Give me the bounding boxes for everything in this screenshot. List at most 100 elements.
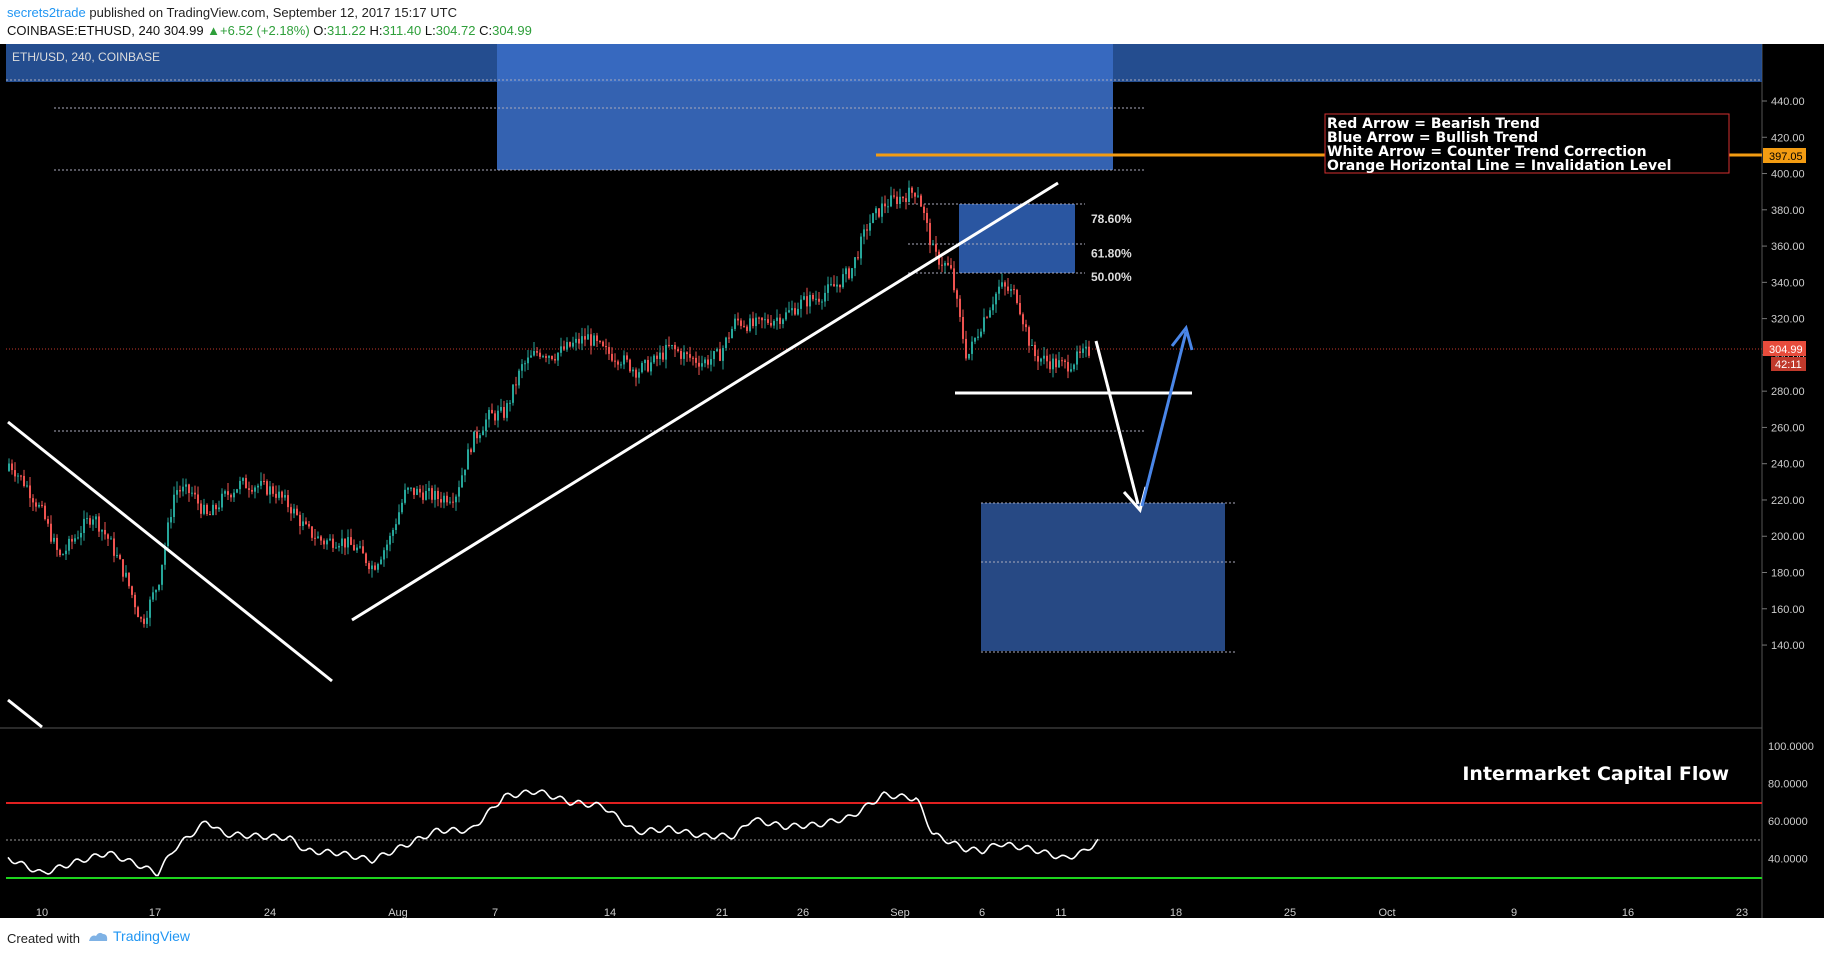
pane-symbol-label: ETH/USD, 240, COINBASE xyxy=(12,50,160,64)
candle-body xyxy=(728,337,730,339)
candle-body xyxy=(407,487,409,490)
countdown-badge-text: 42:11 xyxy=(1775,359,1802,371)
candle-body xyxy=(254,487,256,492)
candle-body xyxy=(1073,364,1075,370)
candle-body xyxy=(1019,303,1021,315)
candle-body xyxy=(650,362,652,372)
candle-body xyxy=(959,298,961,318)
candle-body xyxy=(1004,282,1006,287)
candle-body xyxy=(836,284,838,287)
candle-body xyxy=(80,532,82,538)
candle-body xyxy=(137,607,139,618)
candle-body xyxy=(971,341,973,354)
indicator-tick-label: 40.0000 xyxy=(1768,854,1808,866)
candle-body xyxy=(887,206,889,208)
candle-body xyxy=(218,507,220,510)
candle-body xyxy=(857,257,859,259)
candle-body xyxy=(590,334,592,346)
time-tick-label: 10 xyxy=(36,907,48,918)
candle-body xyxy=(737,318,739,321)
author-link[interactable]: secrets2trade xyxy=(7,5,86,20)
candle-body xyxy=(20,475,22,477)
candle-body xyxy=(977,336,979,338)
time-tick-label: 26 xyxy=(797,907,809,918)
candle-body xyxy=(1022,314,1024,325)
candle-body xyxy=(125,572,127,577)
price-tick-label: 440.00 xyxy=(1771,96,1805,108)
candle-body xyxy=(248,488,250,490)
candle-body xyxy=(854,257,856,269)
candle-body xyxy=(785,312,787,320)
upper-supply-zone xyxy=(497,44,1113,170)
fib-label: 61.80% xyxy=(1091,246,1132,260)
candle-body xyxy=(473,431,475,453)
candle-body xyxy=(503,407,505,418)
candle-body xyxy=(467,449,469,470)
fib-label: 78.60% xyxy=(1091,212,1132,226)
tradingview-link[interactable]: TradingView xyxy=(113,928,191,944)
demand-zone xyxy=(981,503,1225,651)
candle-body xyxy=(908,187,910,203)
candle-body xyxy=(638,372,640,378)
price-tick-label: 260.00 xyxy=(1771,422,1805,434)
candle-body xyxy=(89,518,91,525)
candle-body xyxy=(1043,355,1045,359)
candle-body xyxy=(992,304,994,311)
candle-body xyxy=(935,244,937,252)
candle-body xyxy=(1049,361,1051,370)
candle-body xyxy=(53,537,55,542)
symbol-label: COINBASE:ETHUSD, 240 xyxy=(7,23,161,38)
uptrend-line xyxy=(351,181,1059,622)
candle-body xyxy=(398,512,400,525)
candle-body xyxy=(314,537,316,539)
candlestick-series xyxy=(8,180,1090,628)
candle-body xyxy=(821,301,823,303)
candle-body xyxy=(629,359,631,372)
candle-body xyxy=(269,486,271,495)
candle-body xyxy=(743,325,745,327)
candle-body xyxy=(155,589,157,593)
candle-body xyxy=(266,481,268,495)
candle-body xyxy=(446,495,448,503)
chart-canvas[interactable]: 78.60% 61.80% 50.00% Red Arrow = Bearish T… xyxy=(0,44,1824,918)
candle-body xyxy=(593,335,595,346)
candle-body xyxy=(233,492,235,498)
candle-body xyxy=(560,346,562,353)
candle-body xyxy=(536,351,538,353)
candle-body xyxy=(617,361,619,365)
candle-body xyxy=(920,195,922,207)
candle-body xyxy=(410,487,412,489)
candle-body xyxy=(482,430,484,436)
time-tick-label: 24 xyxy=(264,907,276,918)
candle-body xyxy=(506,403,508,418)
candle-body xyxy=(320,536,322,541)
candle-body xyxy=(1013,289,1015,291)
candle-body xyxy=(677,349,679,352)
candle-body xyxy=(101,529,103,532)
time-tick-label: 25 xyxy=(1284,907,1296,918)
candle-body xyxy=(863,229,865,237)
candle-body xyxy=(488,409,490,420)
candle-body xyxy=(773,320,775,326)
candle-body xyxy=(386,544,388,551)
candle-body xyxy=(62,554,64,556)
candle-body xyxy=(1028,327,1030,346)
candle-body xyxy=(1046,355,1048,362)
invalidation-badge-text: 397.05 xyxy=(1769,151,1803,163)
candle-body xyxy=(275,493,277,498)
candle-body xyxy=(968,353,970,359)
candle-body xyxy=(881,203,883,217)
candle-body xyxy=(584,336,586,340)
price-tick-label: 140.00 xyxy=(1771,640,1805,652)
candle-body xyxy=(962,317,964,339)
candle-body xyxy=(644,359,646,364)
legend-orange-line: Orange Horizontal Line = Invalidation Le… xyxy=(1327,158,1671,174)
candle-body xyxy=(620,364,622,366)
candle-body xyxy=(848,268,850,279)
candle-body xyxy=(596,335,598,341)
tradingview-logo-icon xyxy=(89,932,108,941)
candle-body xyxy=(134,594,136,608)
candle-body xyxy=(752,318,754,327)
candle-body xyxy=(758,317,760,319)
candle-body xyxy=(725,337,727,349)
